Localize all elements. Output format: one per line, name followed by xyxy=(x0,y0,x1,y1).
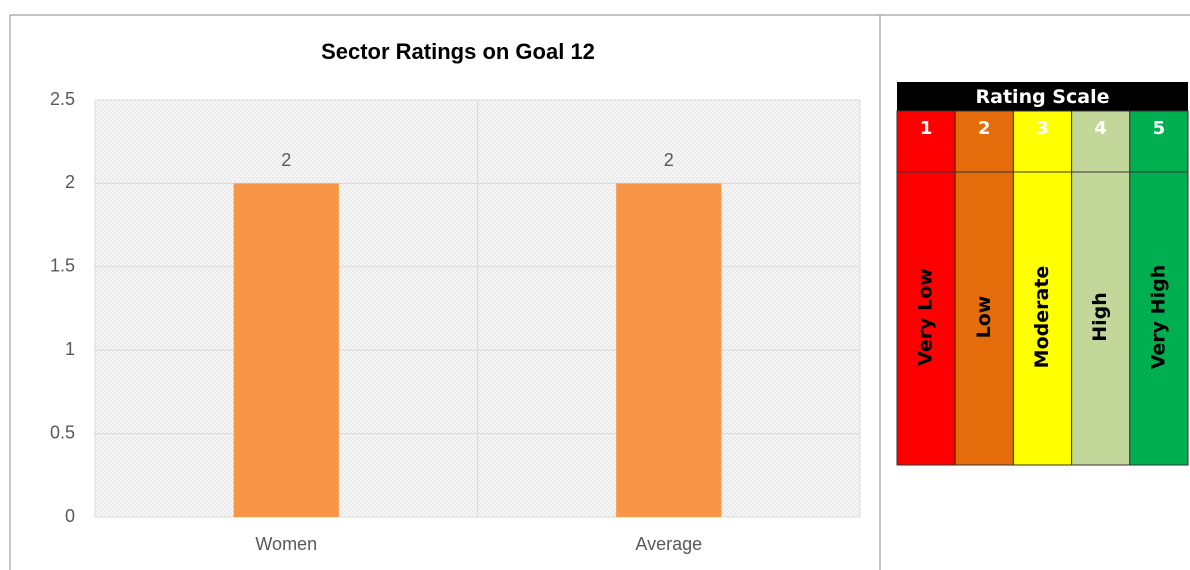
y-tick-label: 1 xyxy=(65,339,75,359)
scale-header xyxy=(897,82,1188,111)
y-tick-label: 2.5 xyxy=(50,89,75,109)
scale-title: Rating Scale xyxy=(976,86,1110,108)
x-tick-label: Women xyxy=(255,534,317,554)
y-tick-label: 1.5 xyxy=(50,256,75,276)
scale-cell xyxy=(1012,110,1073,466)
scale-label: Very Low xyxy=(915,268,937,366)
scale-label: Very High xyxy=(1147,265,1169,369)
scale-cell xyxy=(1071,110,1131,466)
scale-number: 4 xyxy=(1094,118,1107,139)
scale-number: 5 xyxy=(1153,118,1166,139)
bar xyxy=(616,183,722,517)
scale-cell xyxy=(954,110,1014,466)
x-tick-label: Average xyxy=(635,534,702,554)
scale-number: 2 xyxy=(978,118,991,139)
y-tick-label: 2 xyxy=(65,172,75,192)
y-tick-label: 0 xyxy=(65,506,75,526)
data-label: 2 xyxy=(281,150,291,170)
scale-number: 3 xyxy=(1036,118,1049,139)
scale-label: Moderate xyxy=(1031,266,1053,369)
scale-label: High xyxy=(1089,292,1111,342)
scale-number: 1 xyxy=(920,118,933,139)
y-tick-label: 0.5 xyxy=(50,422,75,442)
bar xyxy=(233,183,339,517)
scale-cell xyxy=(1129,110,1189,466)
chart-title: Sector Ratings on Goal 12 xyxy=(321,39,595,64)
scale-label: Low xyxy=(973,296,995,339)
data-label: 2 xyxy=(664,150,674,170)
rating-scale: Rating Scale 1 Very Low 2 Low 3 Moderate 4 High 5… xyxy=(896,82,1189,466)
